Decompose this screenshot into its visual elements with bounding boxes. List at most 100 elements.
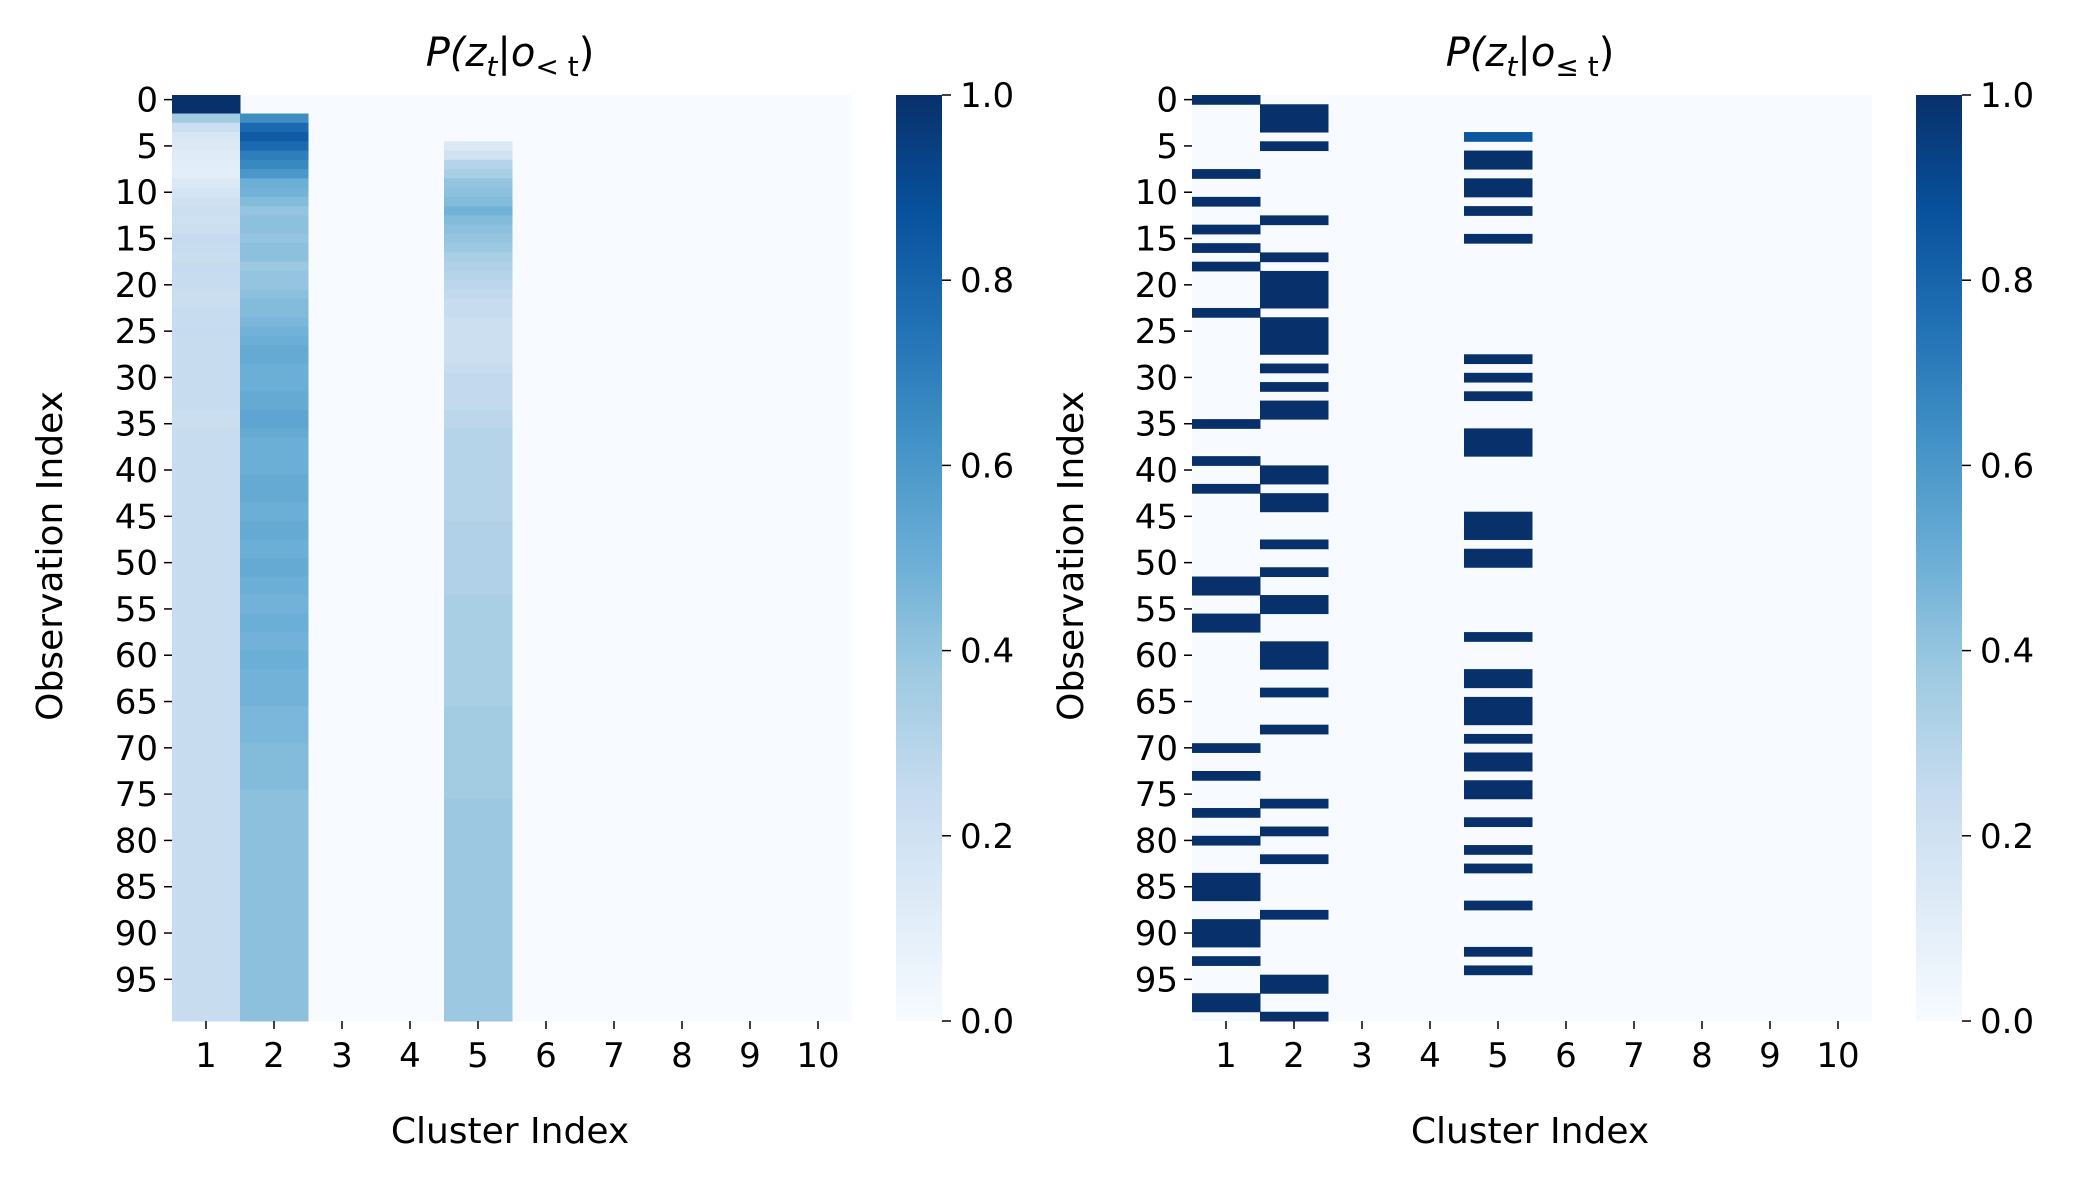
left-cell-r21-c1	[172, 289, 241, 300]
left-cell-r29-c2	[240, 363, 309, 374]
right-cell-r95-c2	[1260, 974, 1329, 985]
left-cell-r68-c2	[240, 724, 309, 735]
right-y-tick-label: 85	[1135, 868, 1178, 908]
right-cell-r28-c5	[1464, 354, 1533, 365]
left-x-tick-label: 6	[535, 1036, 557, 1076]
right-cell-r1-c2	[1260, 104, 1329, 115]
left-colorbar-tick-label: 0.8	[960, 261, 1014, 301]
right-y-tick-label: 15	[1135, 220, 1178, 260]
left-cell-r45-c5	[444, 511, 513, 522]
left-y-tick-label: 45	[115, 497, 158, 537]
left-cell-r81-c5	[444, 845, 513, 855]
left-cell-r92-c5	[444, 946, 513, 957]
left-cell-r94-c2	[240, 965, 309, 976]
left-cell-r65-c2	[240, 696, 309, 707]
left-cell-r87-c1	[172, 900, 241, 911]
left-cell-r17-c1	[172, 252, 241, 263]
right-x-ticks: 1 2 3 4 5 6 7 8 9 10	[1215, 1021, 1860, 1076]
left-cell-r34-c1	[172, 409, 241, 420]
left-y-tick-label: 35	[115, 405, 158, 445]
left-cell-r28-c2	[240, 354, 309, 365]
right-x-tick-label: 2	[1283, 1036, 1305, 1076]
left-cell-r21-c5	[444, 289, 513, 300]
left-cell-r84-c1	[172, 872, 241, 883]
right-cell-r72-c5	[1464, 761, 1533, 772]
right-cell-r86-c1	[1192, 891, 1261, 902]
right-cell-r4-c5	[1464, 132, 1533, 142]
right-heatmap-panel: P(zt|o≤ t) 1 2 3 4 5 6 7 8 9 10 05101520253035404…	[1051, 30, 2034, 1152]
left-cell-r76-c1	[172, 798, 241, 809]
left-cell-r80-c1	[172, 835, 241, 846]
left-cell-r97-c2	[240, 993, 309, 1003]
right-cell-r54-c2	[1260, 595, 1329, 605]
right-colorbar-gradient	[1916, 95, 1962, 1021]
left-cell-r25-c5	[444, 326, 513, 337]
right-cell-r47-c5	[1464, 530, 1533, 540]
left-cell-r37-c2	[240, 437, 309, 448]
left-cell-r5-c5	[444, 141, 513, 152]
left-cell-r59-c1	[172, 641, 241, 652]
left-cell-r55-c1	[172, 604, 241, 615]
left-y-tick-label: 10	[115, 173, 158, 213]
left-cell-r17-c5	[444, 252, 513, 263]
left-cell-r72-c2	[240, 761, 309, 772]
right-cell-r70-c1	[1192, 743, 1261, 753]
left-cell-r57-c2	[240, 622, 309, 633]
left-cell-r13-c2	[240, 215, 309, 226]
left-cell-r63-c2	[240, 678, 309, 689]
right-cell-r87-c5	[1464, 900, 1533, 911]
left-y-tick-label: 5	[136, 127, 158, 167]
left-cell-r12-c1	[172, 206, 241, 216]
left-cell-r94-c5	[444, 965, 513, 976]
left-cell-r76-c5	[444, 798, 513, 809]
left-cell-r62-c5	[444, 669, 513, 679]
right-cell-r77-c1	[1192, 808, 1261, 818]
left-cell-r32-c2	[240, 391, 309, 402]
left-cell-r91-c2	[240, 937, 309, 948]
right-y-tick-label: 95	[1135, 960, 1178, 1000]
left-cell-r77-c5	[444, 808, 513, 818]
left-x-tick-label: 8	[671, 1036, 693, 1076]
left-cell-r55-c2	[240, 604, 309, 615]
left-cell-r73-c1	[172, 770, 241, 781]
left-cell-r46-c1	[172, 520, 241, 531]
right-cell-r19-c2	[1260, 270, 1329, 281]
right-cell-r75-c5	[1464, 789, 1533, 800]
left-cell-r85-c2	[240, 882, 309, 892]
left-cell-r31-c2	[240, 382, 309, 392]
left-cell-r66-c1	[172, 706, 241, 716]
right-cell-r40-c2	[1260, 465, 1329, 476]
left-cell-r91-c5	[444, 937, 513, 948]
right-cell-r35-c1	[1192, 419, 1261, 429]
left-cell-r23-c2	[240, 307, 309, 318]
left-cell-r1-c1	[172, 104, 241, 115]
left-cell-r31-c1	[172, 382, 241, 392]
left-cell-r36-c1	[172, 428, 241, 439]
right-cell-r16-c1	[1192, 243, 1261, 253]
left-cell-r67-c2	[240, 715, 309, 726]
left-title-main: P(z	[426, 30, 488, 76]
left-cell-r70-c2	[240, 743, 309, 753]
left-cell-r42-c1	[172, 483, 241, 494]
left-cell-r19-c2	[240, 270, 309, 281]
right-y-tick-label: 35	[1135, 405, 1178, 445]
right-x-tick-label: 9	[1759, 1036, 1781, 1076]
left-cell-r39-c5	[444, 456, 513, 466]
right-cell-r48-c2	[1260, 539, 1329, 550]
right-colorbar-tick-label: 0.2	[1980, 817, 2034, 857]
left-cell-r10-c5	[444, 187, 513, 198]
right-cell-r65-c5	[1464, 696, 1533, 707]
right-cell-r53-c1	[1192, 585, 1261, 596]
left-cell-r49-c5	[444, 548, 513, 559]
right-cell-r11-c1	[1192, 196, 1261, 207]
left-cell-r68-c1	[172, 724, 241, 735]
left-cell-r33-c1	[172, 400, 241, 411]
left-cell-r31-c5	[444, 382, 513, 392]
left-cell-r58-c1	[172, 632, 241, 642]
right-cell-r26-c2	[1260, 335, 1329, 346]
right-x-tick-label: 4	[1419, 1036, 1441, 1076]
right-cell-r67-c5	[1464, 715, 1533, 726]
right-x-axis-label: Cluster Index	[1411, 1111, 1649, 1152]
right-cell-r37-c5	[1464, 437, 1533, 448]
left-cell-r24-c1	[172, 317, 241, 327]
